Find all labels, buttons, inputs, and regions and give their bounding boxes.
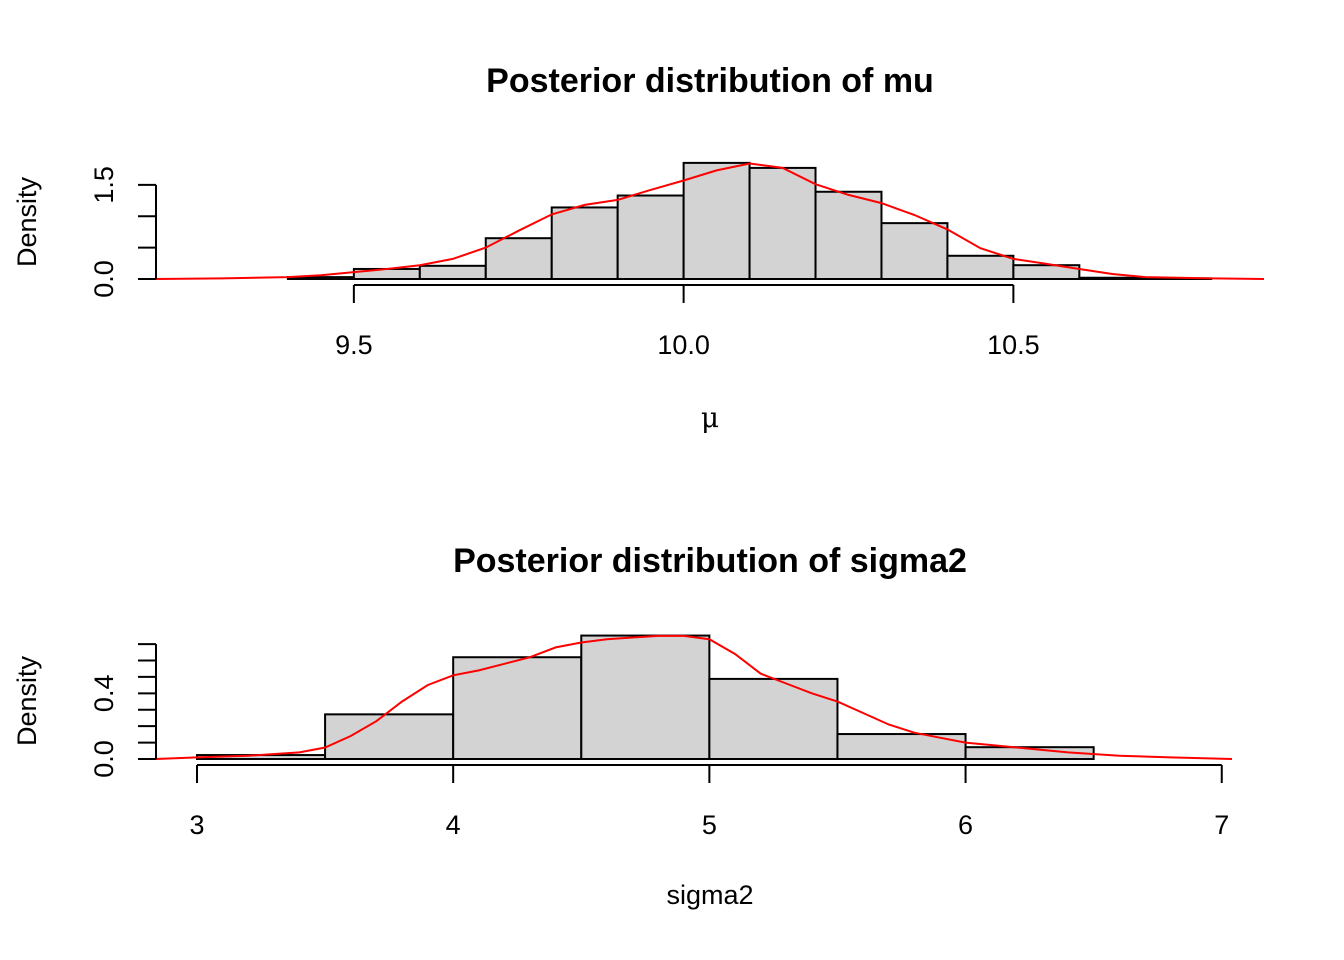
mu-histogram-bars bbox=[286, 161, 1213, 281]
mu-y-tick-label: 1.5 bbox=[89, 166, 119, 204]
sigma2-x-axis: 3 4 5 6 7 bbox=[189, 764, 1229, 840]
mu-x-tick-label: 10.0 bbox=[657, 330, 710, 360]
mu-histogram-bar-6 bbox=[550, 206, 619, 280]
mu-x-axis: 9.5 10.0 10.5 bbox=[335, 284, 1040, 360]
sigma2-density-curve bbox=[155, 634, 1233, 760]
sigma2-y-axis: 0.0 0.4 bbox=[89, 643, 157, 778]
mu-histogram-bar-9 bbox=[748, 166, 817, 280]
sigma2-y-axis-label: Density bbox=[12, 655, 42, 746]
mu-histogram-bar-10 bbox=[814, 190, 883, 281]
mu-histogram-bar-12 bbox=[946, 254, 1015, 280]
mu-y-axis-label: Density bbox=[12, 176, 42, 267]
sigma2-x-axis-label: sigma2 bbox=[666, 880, 753, 910]
sigma2-histogram-bar-5 bbox=[836, 733, 967, 760]
sigma2-x-tick-label: 4 bbox=[446, 810, 461, 840]
mu-y-axis: 0.0 1.5 bbox=[89, 166, 157, 298]
sigma2-x-tick-label: 6 bbox=[958, 810, 973, 840]
sigma2-histogram-bar-3 bbox=[580, 634, 711, 761]
mu-density-curve bbox=[155, 162, 1265, 280]
mu-histogram-bar-5 bbox=[484, 237, 553, 281]
mu-histogram-bar-14 bbox=[1078, 276, 1147, 281]
sigma2-x-tick-label: 3 bbox=[189, 810, 204, 840]
sigma2-histogram-bars bbox=[195, 634, 1095, 761]
mu-histogram-bar-7 bbox=[616, 194, 685, 280]
mu-histogram-bar-8 bbox=[682, 161, 751, 280]
mu-y-tick-label: 0.0 bbox=[89, 260, 119, 298]
mu-chart-title: Posterior distribution of mu bbox=[486, 62, 934, 100]
sigma2-histogram-bar-4 bbox=[708, 677, 839, 761]
mu-histogram-bar-4 bbox=[418, 264, 487, 281]
sigma2-x-tick-label: 7 bbox=[1214, 810, 1229, 840]
mu-histogram-bar-13 bbox=[1012, 264, 1081, 281]
sigma2-chart-title: Posterior distribution of sigma2 bbox=[453, 542, 967, 580]
mu-x-tick-label: 9.5 bbox=[335, 330, 373, 360]
mu-x-axis-label: μ bbox=[701, 401, 719, 434]
mu-x-tick-label: 10.5 bbox=[987, 330, 1040, 360]
sigma2-histogram-bar-1 bbox=[324, 713, 455, 761]
mu-panel: Posterior distribution of mu 9.5 10.0 10.5… bbox=[12, 62, 1265, 434]
mu-histogram-bar-11 bbox=[880, 222, 949, 280]
sigma2-histogram-bar-2 bbox=[452, 656, 583, 761]
sigma2-y-tick-label: 0.0 bbox=[89, 740, 119, 778]
sigma2-x-tick-label: 5 bbox=[702, 810, 717, 840]
sigma2-y-tick-label: 0.4 bbox=[89, 675, 119, 713]
sigma2-panel: Posterior distribution of sigma2 3 4 5 6 7 0… bbox=[12, 542, 1233, 910]
